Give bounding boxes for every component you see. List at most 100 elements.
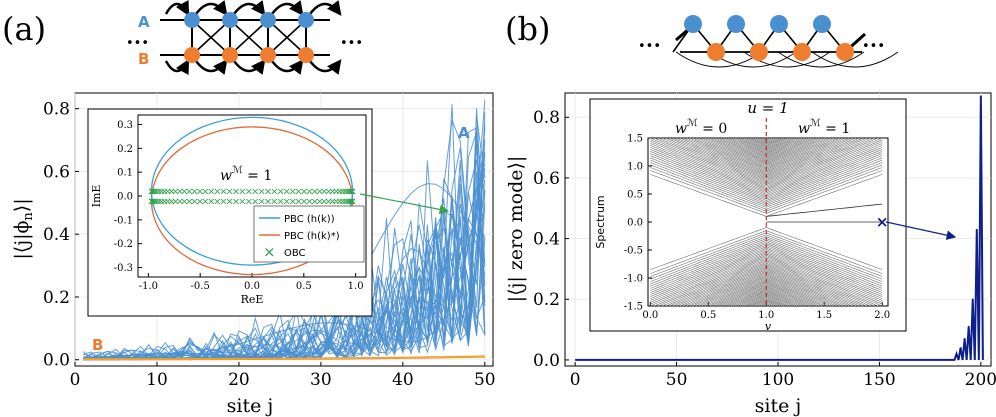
- obc-marker: ×: [276, 187, 284, 198]
- inset-b-region-right: wℳ = 1: [798, 118, 850, 137]
- svg-text:×: ×: [263, 243, 276, 261]
- inset-b-title: u = 1: [747, 99, 788, 117]
- spectrum-line: [650, 247, 883, 297]
- x-tick-label: 100: [762, 370, 794, 390]
- y-tick-label: 0.6: [533, 169, 560, 189]
- obc-marker: ×: [155, 196, 163, 207]
- site-b-dot: [222, 47, 238, 63]
- x-tick-label: 0.0: [642, 310, 658, 321]
- obc-marker: ×: [335, 187, 343, 198]
- x-tick-label: 50: [474, 370, 496, 390]
- x-tick-label: -0.5: [191, 281, 210, 292]
- obc-marker: ×: [320, 187, 328, 198]
- spectrum-line: [763, 304, 769, 306]
- obc-marker: ×: [345, 196, 353, 207]
- site-a-dot: [770, 15, 788, 33]
- hop-arc-a: [195, 0, 228, 16]
- spectrum-line: [650, 162, 883, 208]
- obc-marker: ×: [232, 196, 240, 207]
- obc-marker: ×: [346, 187, 354, 198]
- site-a-dot: [222, 12, 238, 28]
- hop-arc-a: [309, 0, 342, 16]
- inset-a-ylabel: ImE: [90, 185, 103, 208]
- obc-marker: ×: [257, 187, 265, 198]
- y-tick-label: -0.1: [114, 215, 133, 226]
- y-tick-label: 0.0: [43, 351, 70, 371]
- hop-arc-a: [164, 0, 190, 17]
- legend-pbc-hk-star: PBC (h(k)*): [284, 231, 340, 242]
- y-tick-label: 1.0: [627, 162, 643, 173]
- diag-line: [191, 19, 231, 56]
- hop-arc-b: [195, 59, 228, 75]
- obc-marker: ×: [310, 196, 318, 207]
- obc-marker: ×: [283, 187, 291, 198]
- obc-marker: ×: [300, 196, 308, 207]
- obc-marker: ×: [245, 187, 253, 198]
- obc-marker: ×: [338, 187, 346, 198]
- spectrum-line: [752, 138, 781, 146]
- spectrum-line: [650, 249, 883, 299]
- x-tick-label: 30: [310, 370, 332, 390]
- y-tick-label: 0.4: [533, 230, 560, 250]
- y-tick-label: 0.0: [627, 218, 643, 229]
- zero-mode-line: [575, 96, 984, 361]
- spectrum-line: [754, 138, 779, 145]
- obc-marker: ×: [332, 196, 340, 207]
- obc-marker: ×: [185, 196, 193, 207]
- spectrum-line: [650, 234, 883, 280]
- obc-marker: ×: [201, 196, 209, 207]
- obc-marker: ×: [300, 187, 308, 198]
- x-tick-label: 0: [570, 370, 581, 390]
- obc-marker: ×: [157, 196, 165, 207]
- x-tick-label: 1.0: [348, 281, 364, 292]
- spectrum-line: [650, 243, 883, 291]
- panel-b-label: (b): [505, 10, 550, 48]
- obc-marker: ×: [213, 196, 221, 207]
- spectrum-line: [692, 270, 841, 306]
- obc-marker: ×: [196, 187, 204, 198]
- spectrum-line: [709, 138, 823, 167]
- site-a-dot: [298, 12, 314, 28]
- y-tick-label: 0.3: [117, 120, 133, 131]
- site-b-dot: [260, 47, 276, 63]
- obc-marker: ×: [348, 196, 356, 207]
- eigenstate-b-line: [83, 356, 485, 360]
- obc-marker: ×: [148, 187, 156, 198]
- schematic-row-b-label: B: [138, 50, 149, 68]
- zero-mode-marker: ×: [876, 213, 889, 231]
- y-tick-label: 0.0: [533, 351, 560, 371]
- plot-a-xlabel: site j: [227, 395, 274, 417]
- obc-marker: ×: [270, 187, 278, 198]
- x-tick-label: 10: [146, 370, 168, 390]
- obc-marker: ×: [294, 196, 302, 207]
- obc-marker: ×: [232, 187, 240, 198]
- x-tick-label: 40: [392, 370, 414, 390]
- spectrum-line: [672, 262, 860, 306]
- inset-a-legend: PBC (h(k)) PBC (h(k)*) × OBC: [253, 205, 365, 263]
- obc-marker: ×: [264, 196, 272, 207]
- spectrum-line: [650, 145, 883, 195]
- obc-marker: ×: [196, 196, 204, 207]
- x-tick-label: 1.0: [758, 310, 774, 321]
- obc-marker: ×: [251, 187, 259, 198]
- obc-marker: ×: [270, 196, 278, 207]
- obc-marker: ×: [324, 187, 332, 198]
- spectrum-line: [712, 138, 820, 166]
- inset-b-ylabel: Spectrum: [594, 195, 607, 248]
- spectrum-line: [650, 241, 883, 289]
- spectrum-line: [672, 138, 860, 182]
- spectrum-line: [692, 138, 841, 174]
- obc-marker: ×: [160, 196, 168, 207]
- obc-marker: ×: [160, 187, 168, 198]
- obc-marker: ×: [324, 196, 332, 207]
- obc-marker: ×: [276, 196, 284, 207]
- site-b-dot: [750, 43, 768, 61]
- zero-mode-peak: [963, 337, 966, 340]
- obc-marker: ×: [152, 196, 160, 207]
- spectrum-line: [741, 138, 791, 152]
- hop-arc-a: [271, 0, 304, 16]
- site-b-dot: [707, 43, 725, 61]
- plot-b-ylabel: |⟨j| zero mode⟩|: [505, 156, 527, 303]
- obc-marker: ×: [157, 187, 165, 198]
- plot-a-annot-b: B: [92, 336, 103, 354]
